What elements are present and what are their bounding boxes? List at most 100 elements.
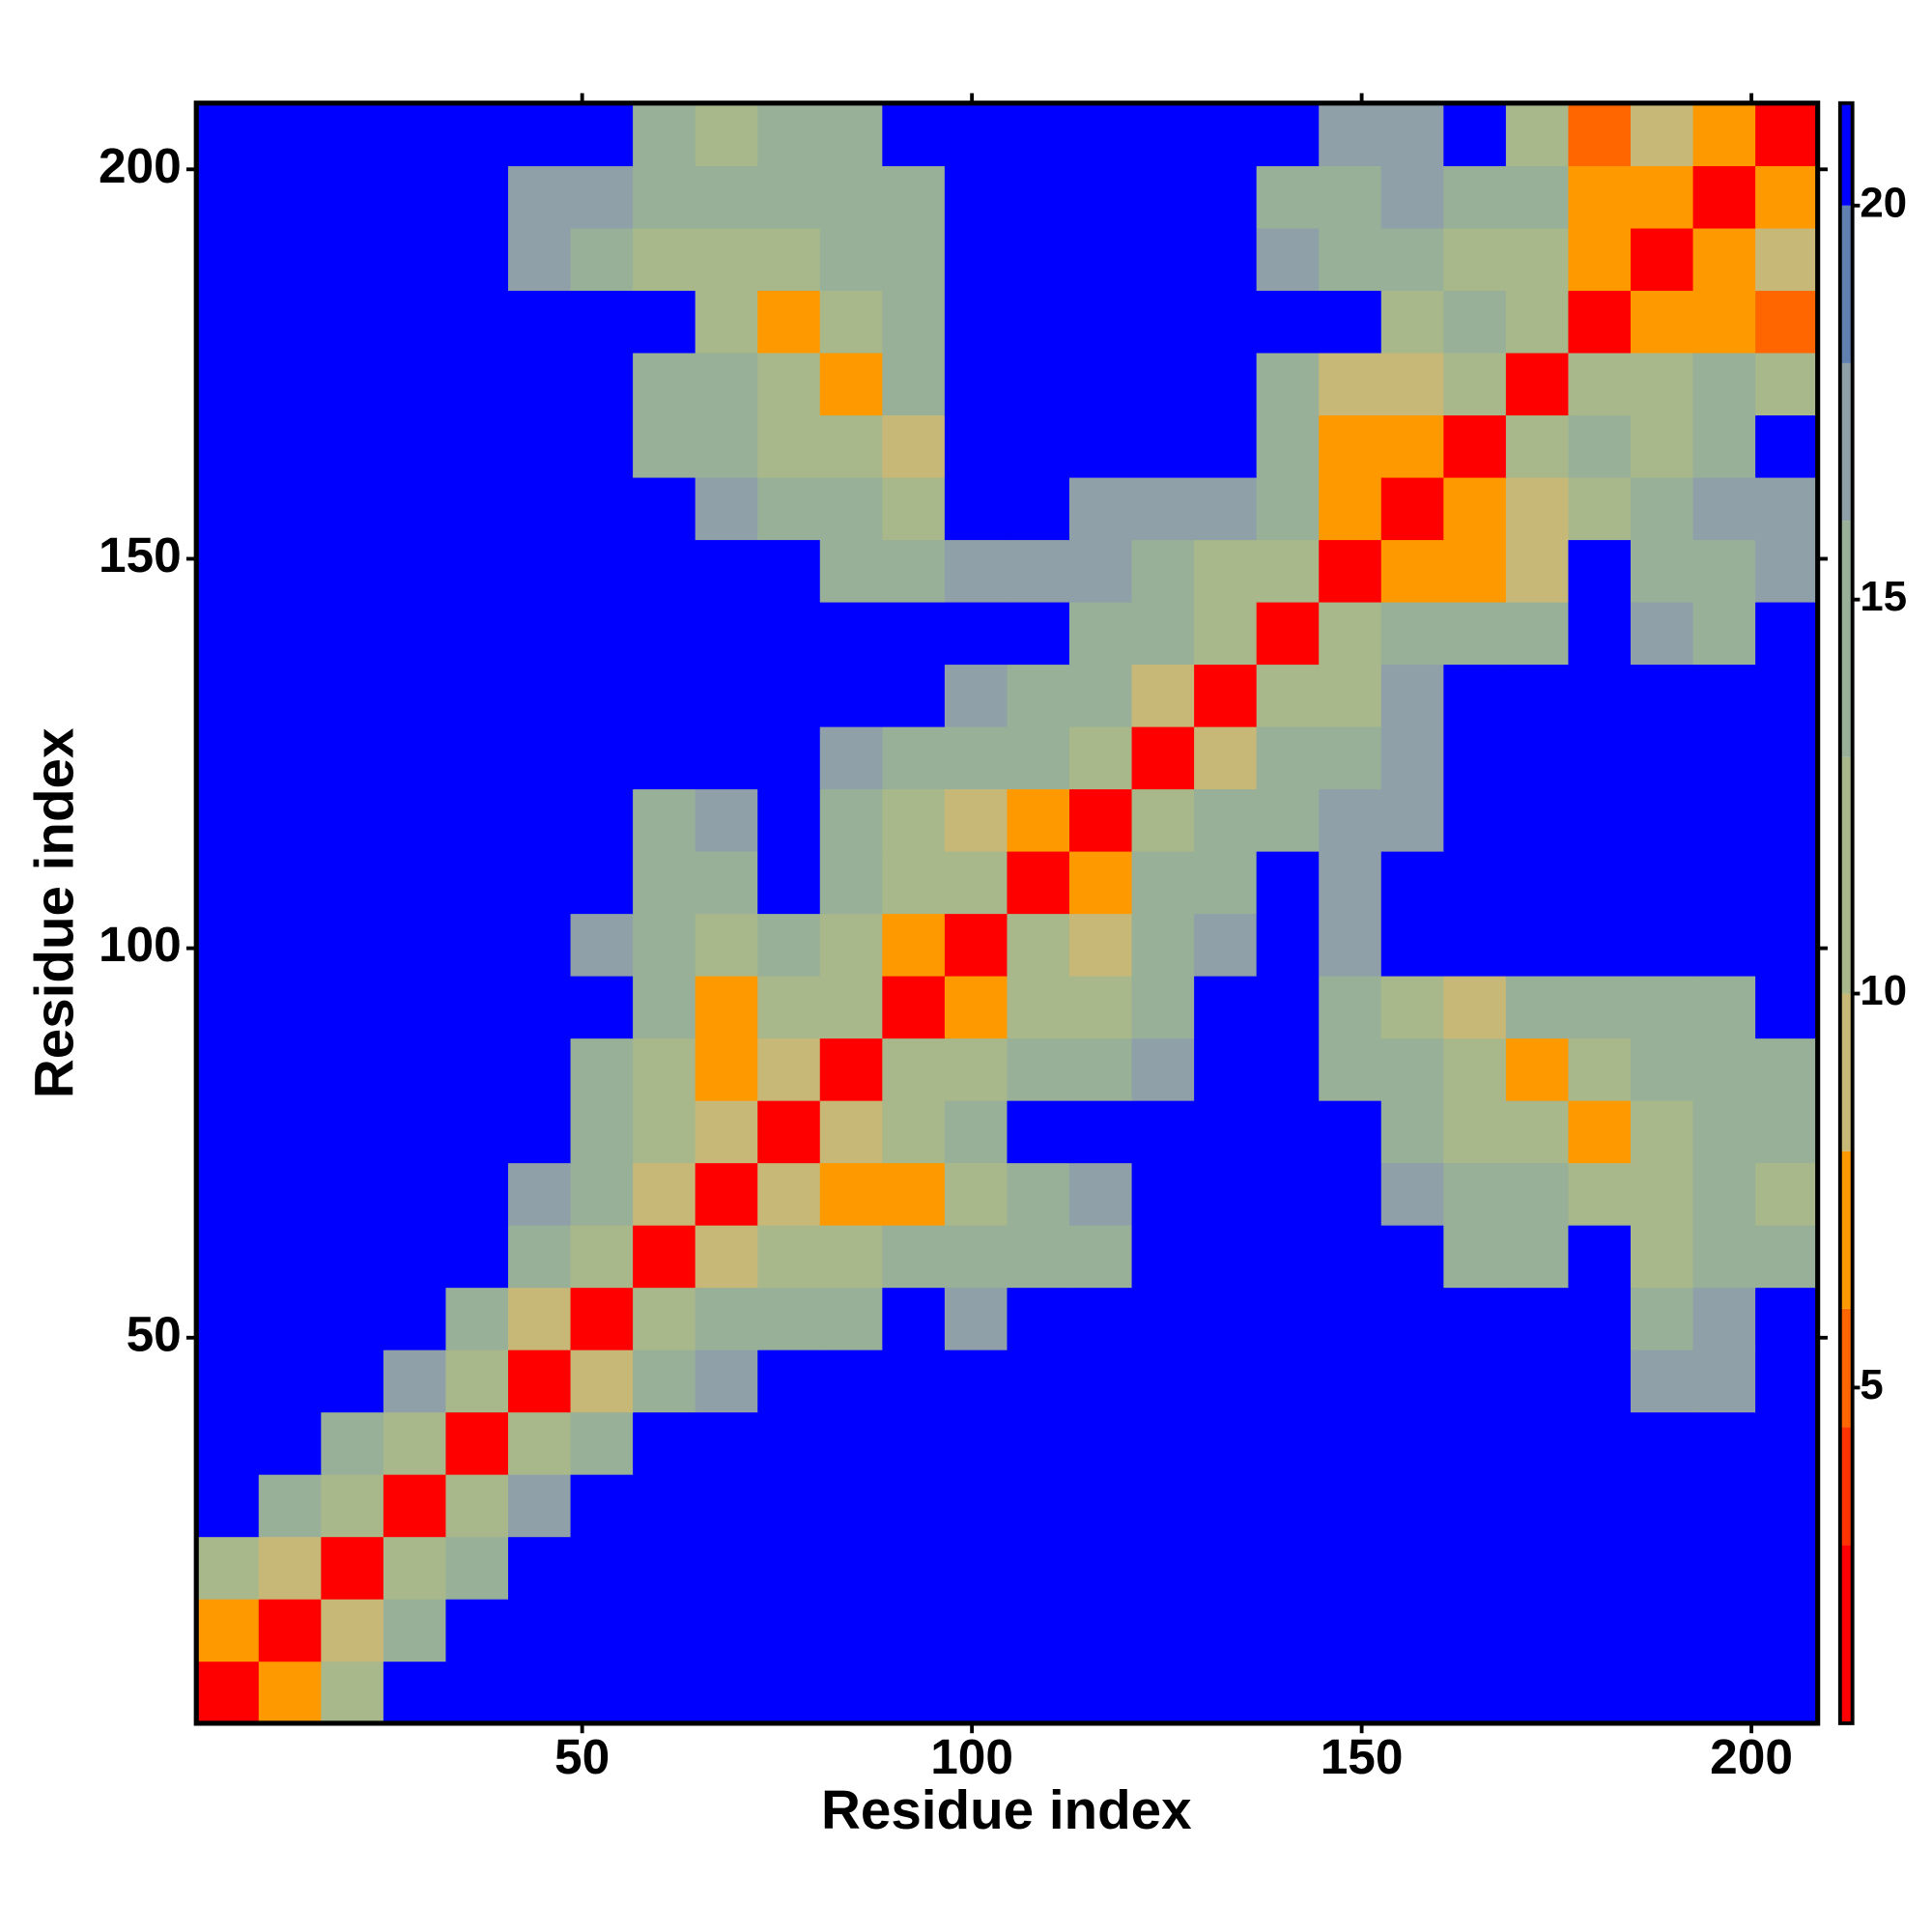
heatmap-cell	[819, 476, 884, 541]
heatmap-cell	[1692, 1349, 1756, 1413]
heatmap-cell	[944, 102, 1009, 167]
heatmap-cell	[757, 975, 821, 1039]
heatmap-cell	[1568, 1598, 1632, 1662]
heatmap-cell	[507, 1162, 572, 1226]
heatmap-cell	[1319, 476, 1382, 541]
heatmap-cell	[507, 788, 572, 852]
heatmap-cell	[1131, 1536, 1195, 1600]
heatmap-cell	[1068, 1536, 1133, 1600]
heatmap-cell	[1692, 476, 1756, 541]
heatmap-cell	[1068, 1099, 1133, 1164]
heatmap-cell	[1505, 913, 1570, 977]
heatmap-cell	[445, 1598, 509, 1662]
colorbar-segment	[1839, 521, 1853, 757]
heatmap-cell	[258, 664, 323, 727]
heatmap-cell	[1380, 1099, 1445, 1164]
heatmap-cell	[1194, 352, 1258, 416]
heatmap-cell	[882, 975, 946, 1039]
heatmap-cell	[1505, 1411, 1570, 1475]
heatmap-cell	[1256, 352, 1320, 416]
heatmap-cell	[695, 1598, 758, 1662]
heatmap-cell	[1443, 850, 1507, 915]
heatmap-cell	[1007, 539, 1070, 603]
heatmap-cell	[570, 1411, 634, 1475]
heatmap-cell	[1319, 664, 1382, 727]
x-axis-label: Residue index	[821, 1779, 1192, 1840]
heatmap-cell	[944, 1349, 1009, 1413]
heatmap-cell	[633, 1536, 696, 1600]
heatmap-cell	[1380, 1037, 1445, 1101]
heatmap-cell	[819, 1536, 884, 1600]
heatmap-cell	[1131, 913, 1195, 977]
heatmap-cell	[633, 414, 696, 478]
heatmap-cell	[1631, 414, 1694, 478]
heatmap-cell	[944, 788, 1009, 852]
heatmap-cell	[819, 290, 884, 354]
heatmap-cell	[1380, 975, 1445, 1039]
heatmap-cell	[882, 227, 946, 292]
heatmap-cell	[1256, 725, 1320, 790]
heatmap-cell	[1568, 1536, 1632, 1600]
heatmap-cell	[1443, 1411, 1507, 1475]
heatmap-cell	[633, 290, 696, 354]
heatmap-cell	[1443, 1473, 1507, 1538]
heatmap-cell	[1568, 1162, 1632, 1226]
heatmap-cell	[445, 1349, 509, 1413]
heatmap-cell	[1068, 227, 1133, 292]
heatmap-cell	[1443, 414, 1507, 478]
heatmap-cell	[1256, 913, 1320, 977]
heatmap-cell	[1319, 1162, 1382, 1226]
heatmap-cell	[1380, 601, 1445, 666]
heatmap-cell	[196, 975, 260, 1039]
heatmap-cell	[383, 102, 447, 167]
heatmap-cell	[944, 476, 1009, 541]
heatmap-cell	[1755, 601, 1819, 666]
heatmap-cell	[1007, 850, 1070, 915]
heatmap-cell	[1131, 788, 1195, 852]
heatmap-cell	[695, 1224, 758, 1289]
heatmap-cell	[445, 850, 509, 915]
heatmap-cell	[321, 1661, 384, 1724]
heatmap-cell	[1443, 1661, 1507, 1724]
heatmap-cell	[1505, 1536, 1570, 1600]
heatmap-cell	[944, 725, 1009, 790]
heatmap-cell	[757, 1411, 821, 1475]
heatmap-cell	[1755, 1162, 1819, 1226]
heatmap-cell	[1194, 102, 1258, 167]
heatmap-cell	[383, 1661, 447, 1724]
heatmap-cell	[757, 850, 821, 915]
heatmap-cell	[1443, 352, 1507, 416]
heatmap-cell	[507, 850, 572, 915]
heatmap-cell	[633, 601, 696, 666]
heatmap-cell	[570, 539, 634, 603]
heatmap-cell	[1007, 227, 1070, 292]
heatmap-cell	[1256, 227, 1320, 292]
heatmap-cell	[882, 1536, 946, 1600]
heatmap-cell	[445, 1037, 509, 1101]
heatmap-cell	[819, 165, 884, 229]
heatmap-cell	[321, 227, 384, 292]
heatmap-cell	[507, 664, 572, 727]
heatmap-cell	[695, 1661, 758, 1724]
colorbar-segment	[1839, 1427, 1853, 1546]
heatmap-cell	[633, 664, 696, 727]
heatmap-cell	[1631, 102, 1694, 167]
heatmap-cell	[1505, 1037, 1570, 1101]
heatmap-cell	[383, 1598, 447, 1662]
heatmap-cell	[1256, 1349, 1320, 1413]
heatmap-cell	[321, 975, 384, 1039]
heatmap-cell	[819, 352, 884, 416]
heatmap-cell	[1194, 539, 1258, 603]
heatmap-cell	[383, 476, 447, 541]
heatmap-cell	[258, 975, 323, 1039]
heatmap-cell	[1505, 1349, 1570, 1413]
heatmap-cell	[695, 1037, 758, 1101]
heatmap-cell	[1631, 1661, 1694, 1724]
heatmap-cell	[570, 1598, 634, 1662]
heatmap-cell	[1131, 1287, 1195, 1350]
heatmap-cell	[196, 227, 260, 292]
heatmap-cell	[695, 788, 758, 852]
heatmap-cell	[1256, 850, 1320, 915]
heatmap-cell	[196, 290, 260, 354]
heatmap-cell	[819, 1287, 884, 1350]
